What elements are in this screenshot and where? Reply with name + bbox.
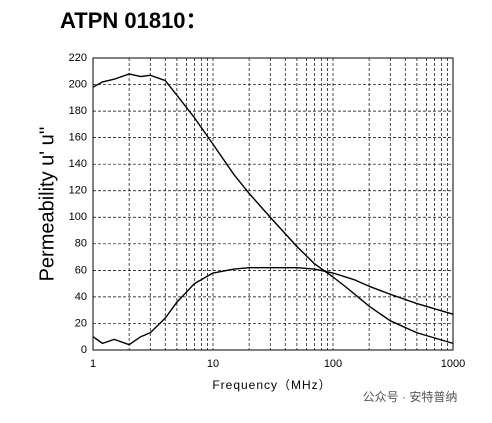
y-tick-label: 160 bbox=[69, 132, 87, 144]
y-tick-label: 40 bbox=[75, 291, 87, 303]
x-tick-label: 100 bbox=[324, 358, 342, 370]
x-axis-label: Frequency（MHz） bbox=[212, 378, 331, 392]
y-tick-label: 200 bbox=[69, 78, 87, 90]
chart-title: ATPN 01810： bbox=[60, 8, 208, 33]
watermark: 公众号 · 安特普纳 bbox=[363, 389, 458, 404]
series-line bbox=[92, 73, 454, 345]
series-line bbox=[92, 267, 454, 346]
x-tick-label: 1 bbox=[90, 358, 96, 370]
y-tick-label: 120 bbox=[69, 185, 87, 197]
y-tick-label: 0 bbox=[81, 344, 87, 356]
y-tick-label: 100 bbox=[69, 211, 87, 223]
y-tick-label: 60 bbox=[75, 264, 87, 276]
plot-frame bbox=[92, 57, 454, 351]
y-axis-label: Permeability u' u'' bbox=[36, 127, 58, 282]
y-tick-label: 140 bbox=[69, 158, 87, 170]
x-tick-label: 1000 bbox=[441, 358, 465, 370]
y-tick-label: 80 bbox=[75, 238, 87, 250]
y-tick-label: 20 bbox=[75, 317, 87, 329]
y-tick-label: 180 bbox=[69, 105, 87, 117]
y-tick-label: 220 bbox=[69, 52, 87, 64]
x-tick-label: 10 bbox=[207, 358, 219, 370]
